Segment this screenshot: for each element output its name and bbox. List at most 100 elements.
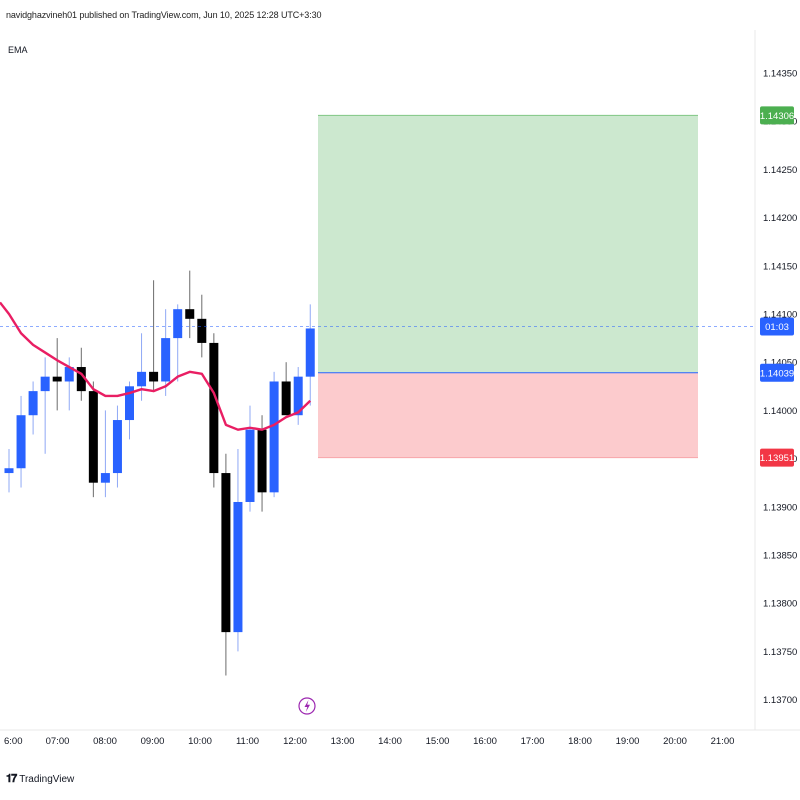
price-tick-label: 1.14250 xyxy=(763,165,797,176)
target-price-badge[interactable]: 1.14306 xyxy=(760,106,794,125)
time-tick-label: 13:00 xyxy=(331,736,355,747)
profit-zone[interactable] xyxy=(318,115,698,373)
entry-price-badge-bg xyxy=(760,363,794,382)
countdown-badge-text: 01:03 xyxy=(765,322,789,333)
candle-body xyxy=(64,367,74,382)
loss-zone[interactable] xyxy=(318,372,698,458)
candle-body xyxy=(305,328,315,377)
brand: 𝟏𝟕 TradingView xyxy=(6,773,74,786)
published-info: navidghazvineh01 published on TradingVie… xyxy=(6,10,322,20)
time-tick-label: 16:00 xyxy=(473,736,497,747)
price-tick-label: 1.13700 xyxy=(763,695,797,706)
price-badges: 1.14306 01:03 1.14039 1.13951 xyxy=(760,106,794,467)
time-tick-label: 08:00 xyxy=(93,736,117,747)
candle[interactable] xyxy=(112,405,122,488)
ema-indicator-label[interactable]: EMA xyxy=(8,45,28,55)
candle-body xyxy=(185,309,195,319)
candle-body xyxy=(112,420,122,474)
entry-price-badge-text: 1.14039 xyxy=(760,368,794,379)
time-tick-label: 17:00 xyxy=(521,736,545,747)
candle-body xyxy=(100,473,110,483)
candles xyxy=(4,270,315,676)
candle[interactable] xyxy=(149,280,159,392)
time-tick-label: 15:00 xyxy=(426,736,450,747)
time-tick-label: 11:00 xyxy=(236,736,259,747)
price-tick-label: 1.14200 xyxy=(763,213,797,224)
brand-name: TradingView xyxy=(19,774,75,785)
candle-body xyxy=(209,342,219,474)
candle-body xyxy=(149,371,159,382)
candle[interactable] xyxy=(221,453,231,676)
candle[interactable] xyxy=(52,338,62,411)
position-zones xyxy=(318,114,698,459)
candle-body xyxy=(257,429,267,493)
time-tick-label: 6:00 xyxy=(4,736,23,747)
candle-body xyxy=(88,391,98,483)
candle-body xyxy=(233,501,243,633)
candle[interactable] xyxy=(4,448,14,493)
time-tick-label: 09:00 xyxy=(141,736,165,747)
candle-body xyxy=(16,415,26,469)
candle-body xyxy=(137,371,147,387)
candle[interactable] xyxy=(88,381,98,498)
candle[interactable] xyxy=(305,304,315,406)
candle[interactable] xyxy=(281,362,291,416)
candle[interactable] xyxy=(209,333,219,488)
candle-body xyxy=(76,367,86,392)
stop-price-badge-bg xyxy=(760,448,794,467)
candle[interactable] xyxy=(269,371,279,498)
candle-body xyxy=(197,318,207,343)
candle[interactable] xyxy=(16,395,26,488)
ema-line[interactable] xyxy=(0,301,312,431)
candle-body xyxy=(281,381,291,416)
time-axis: 6:00 07:00 08:00 09:00 10:00 11:00 12:00 13:00 1… xyxy=(0,729,800,747)
countdown-badge[interactable]: 01:03 xyxy=(760,317,794,336)
candle-body xyxy=(245,429,255,502)
candle[interactable] xyxy=(293,367,303,425)
candle[interactable] xyxy=(257,415,267,512)
stop-price-badge-text: 1.13951 xyxy=(760,453,794,464)
time-tick-label: 14:00 xyxy=(378,736,402,747)
candle[interactable] xyxy=(40,357,50,454)
price-tick-label: 1.13800 xyxy=(763,599,797,610)
price-chart[interactable]: 1.143501.143001.142501.142001.141501.141… xyxy=(0,0,800,760)
candle[interactable] xyxy=(161,309,171,396)
stop-price-badge[interactable]: 1.13951 xyxy=(760,448,794,467)
price-tick-label: 1.13750 xyxy=(763,647,797,658)
candle-body xyxy=(293,376,303,416)
candle[interactable] xyxy=(233,448,243,652)
tradingview-logo-icon: 𝟏𝟕 xyxy=(6,773,17,785)
candle[interactable] xyxy=(173,304,183,382)
price-tick-label: 1.14050 xyxy=(763,358,797,369)
price-tick-label: 1.14100 xyxy=(763,310,797,321)
target-price-badge-text: 1.14306 xyxy=(760,111,794,122)
candle[interactable] xyxy=(185,270,195,339)
candle[interactable] xyxy=(125,381,134,440)
candle[interactable] xyxy=(197,294,207,358)
candle-body xyxy=(4,468,14,474)
price-tick-label: 1.14150 xyxy=(763,261,797,272)
time-tick-label: 18:00 xyxy=(568,736,592,747)
time-tick-label: 20:00 xyxy=(663,736,687,747)
event-marker xyxy=(298,697,316,715)
candle-body xyxy=(125,386,134,421)
candle-body xyxy=(269,381,279,493)
time-tick-label: 12:00 xyxy=(283,736,307,747)
ema-line-group xyxy=(0,301,312,431)
candle-body xyxy=(161,338,171,382)
lightning-bolt-icon xyxy=(304,700,310,712)
time-tick-label: 07:00 xyxy=(46,736,70,747)
candle-body xyxy=(40,376,50,392)
candle[interactable] xyxy=(28,381,38,435)
target-price-badge-bg xyxy=(760,106,794,125)
candle-body xyxy=(173,309,183,339)
countdown-badge-bg xyxy=(760,317,794,336)
price-tick-label: 1.13850 xyxy=(763,551,797,562)
candle-body xyxy=(52,376,62,382)
candle[interactable] xyxy=(245,405,255,512)
entry-price-badge[interactable]: 1.14039 xyxy=(760,363,794,382)
candle[interactable] xyxy=(100,410,110,498)
price-tick-label: 1.14000 xyxy=(763,406,797,417)
candle-body xyxy=(221,473,231,633)
time-tick-label: 19:00 xyxy=(616,736,640,747)
